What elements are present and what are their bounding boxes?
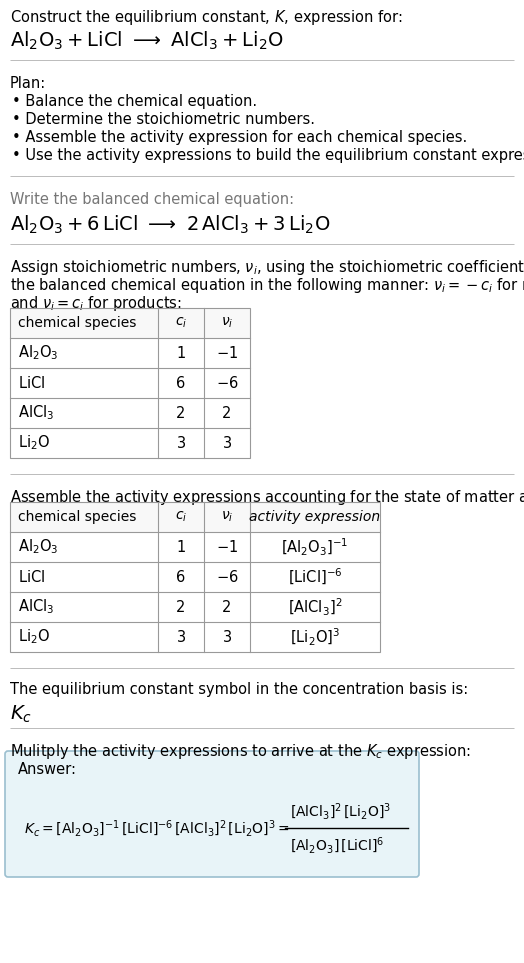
Text: $[\mathrm{Li_2O}]^3$: $[\mathrm{Li_2O}]^3$: [290, 627, 340, 647]
Text: $c_i$: $c_i$: [175, 509, 187, 524]
Text: $-1$: $-1$: [216, 539, 238, 555]
Text: $[\mathrm{Al_2O_3}]^{-1}$: $[\mathrm{Al_2O_3}]^{-1}$: [281, 536, 349, 558]
Text: • Use the activity expressions to build the equilibrium constant expression.: • Use the activity expressions to build …: [12, 148, 524, 163]
Text: 1: 1: [177, 346, 185, 360]
FancyBboxPatch shape: [5, 751, 419, 877]
Text: $\mathrm{AlCl_3}$: $\mathrm{AlCl_3}$: [18, 403, 54, 423]
Bar: [10, 502, 380, 532]
Text: Answer:: Answer:: [18, 762, 77, 777]
Text: $\mathrm{Li_2O}$: $\mathrm{Li_2O}$: [18, 628, 50, 646]
Text: Assemble the activity expressions accounting for the state of matter and $\nu_i$: Assemble the activity expressions accoun…: [10, 488, 524, 507]
Text: $-6$: $-6$: [216, 375, 238, 391]
Text: $[\mathrm{Al_2O_3}]\,[\mathrm{LiCl}]^6$: $[\mathrm{Al_2O_3}]\,[\mathrm{LiCl}]^6$: [290, 835, 385, 855]
Text: Plan:: Plan:: [10, 76, 46, 91]
Text: 3: 3: [177, 435, 185, 451]
Text: $-6$: $-6$: [216, 569, 238, 585]
Text: Assign stoichiometric numbers, $\nu_i$, using the stoichiometric coefficients, $: Assign stoichiometric numbers, $\nu_i$, …: [10, 258, 524, 277]
Text: $-1$: $-1$: [216, 345, 238, 361]
Text: 2: 2: [176, 600, 185, 614]
Text: • Assemble the activity expression for each chemical species.: • Assemble the activity expression for e…: [12, 130, 467, 145]
Text: Construct the equilibrium constant, $K$, expression for:: Construct the equilibrium constant, $K$,…: [10, 8, 402, 27]
Text: $K_c$: $K_c$: [10, 704, 32, 725]
Text: $c_i$: $c_i$: [175, 316, 187, 330]
Text: $\mathrm{Li_2O}$: $\mathrm{Li_2O}$: [18, 433, 50, 453]
Text: $\mathrm{Al_2O_3} + \mathrm{LiCl}\ \longrightarrow\ \mathrm{AlCl_3} + \mathrm{Li: $\mathrm{Al_2O_3} + \mathrm{LiCl}\ \long…: [10, 30, 283, 52]
Text: 6: 6: [177, 376, 185, 391]
Text: $\nu_i$: $\nu_i$: [221, 509, 233, 524]
Text: $\mathrm{Al_2O_3}$: $\mathrm{Al_2O_3}$: [18, 344, 59, 362]
Text: The equilibrium constant symbol in the concentration basis is:: The equilibrium constant symbol in the c…: [10, 682, 468, 697]
Text: $\mathrm{AlCl_3}$: $\mathrm{AlCl_3}$: [18, 598, 54, 616]
Text: $\nu_i$: $\nu_i$: [221, 316, 233, 330]
Text: 3: 3: [222, 630, 232, 644]
Text: 1: 1: [177, 539, 185, 555]
Text: $[\mathrm{LiCl}]^{-6}$: $[\mathrm{LiCl}]^{-6}$: [288, 567, 342, 587]
Text: • Determine the stoichiometric numbers.: • Determine the stoichiometric numbers.: [12, 112, 315, 127]
Text: 2: 2: [222, 600, 232, 614]
Text: and $\nu_i = c_i$ for products:: and $\nu_i = c_i$ for products:: [10, 294, 182, 313]
Bar: [10, 308, 250, 458]
Text: chemical species: chemical species: [18, 510, 136, 524]
Bar: [10, 502, 380, 652]
Text: 6: 6: [177, 569, 185, 585]
Text: $\mathrm{Al_2O_3}$: $\mathrm{Al_2O_3}$: [18, 537, 59, 557]
Text: 3: 3: [222, 435, 232, 451]
Text: Mulitply the activity expressions to arrive at the $K_c$ expression:: Mulitply the activity expressions to arr…: [10, 742, 471, 761]
Text: 2: 2: [222, 405, 232, 421]
Text: 2: 2: [176, 405, 185, 421]
Text: activity expression: activity expression: [249, 510, 380, 524]
Text: 3: 3: [177, 630, 185, 644]
Text: Write the balanced chemical equation:: Write the balanced chemical equation:: [10, 192, 294, 207]
Text: $[\mathrm{AlCl_3}]^2$: $[\mathrm{AlCl_3}]^2$: [288, 596, 342, 617]
Text: the balanced chemical equation in the following manner: $\nu_i = -c_i$ for react: the balanced chemical equation in the fo…: [10, 276, 524, 295]
Bar: [10, 308, 250, 338]
Text: chemical species: chemical species: [18, 316, 136, 330]
Text: $[\mathrm{AlCl_3}]^2\,[\mathrm{Li_2O}]^3$: $[\mathrm{AlCl_3}]^2\,[\mathrm{Li_2O}]^3…: [290, 801, 391, 821]
Text: $\mathrm{LiCl}$: $\mathrm{LiCl}$: [18, 375, 45, 391]
Text: $\mathrm{LiCl}$: $\mathrm{LiCl}$: [18, 569, 45, 585]
Text: $K_c = [\mathrm{Al_2O_3}]^{-1}\,[\mathrm{LiCl}]^{-6}\,[\mathrm{AlCl_3}]^2\,[\mat: $K_c = [\mathrm{Al_2O_3}]^{-1}\,[\mathrm…: [24, 819, 290, 839]
Text: • Balance the chemical equation.: • Balance the chemical equation.: [12, 94, 257, 109]
Text: $\mathrm{Al_2O_3} + 6\,\mathrm{LiCl}\ \longrightarrow\ 2\,\mathrm{AlCl_3} + 3\,\: $\mathrm{Al_2O_3} + 6\,\mathrm{LiCl}\ \l…: [10, 214, 330, 236]
